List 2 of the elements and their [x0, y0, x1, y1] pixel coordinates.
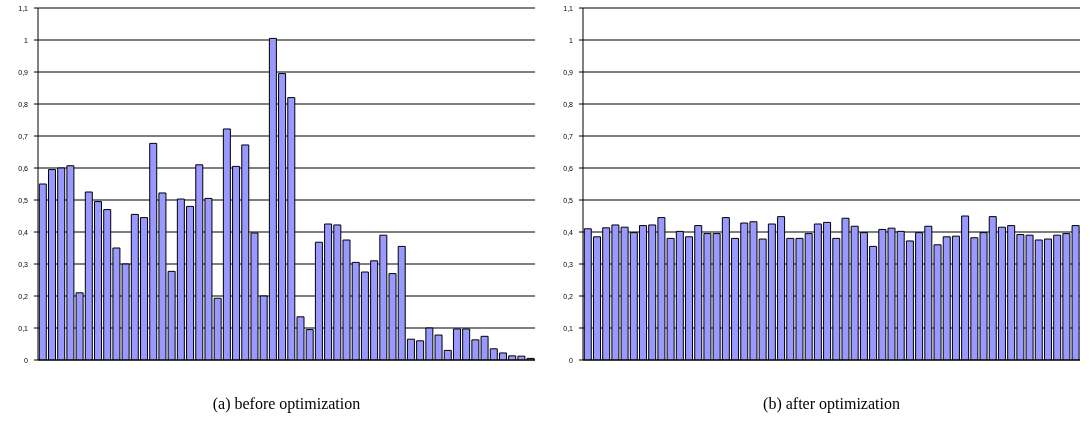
text: (a) before optimization: [211, 395, 362, 413]
text: (b) after optimization: [762, 395, 901, 413]
